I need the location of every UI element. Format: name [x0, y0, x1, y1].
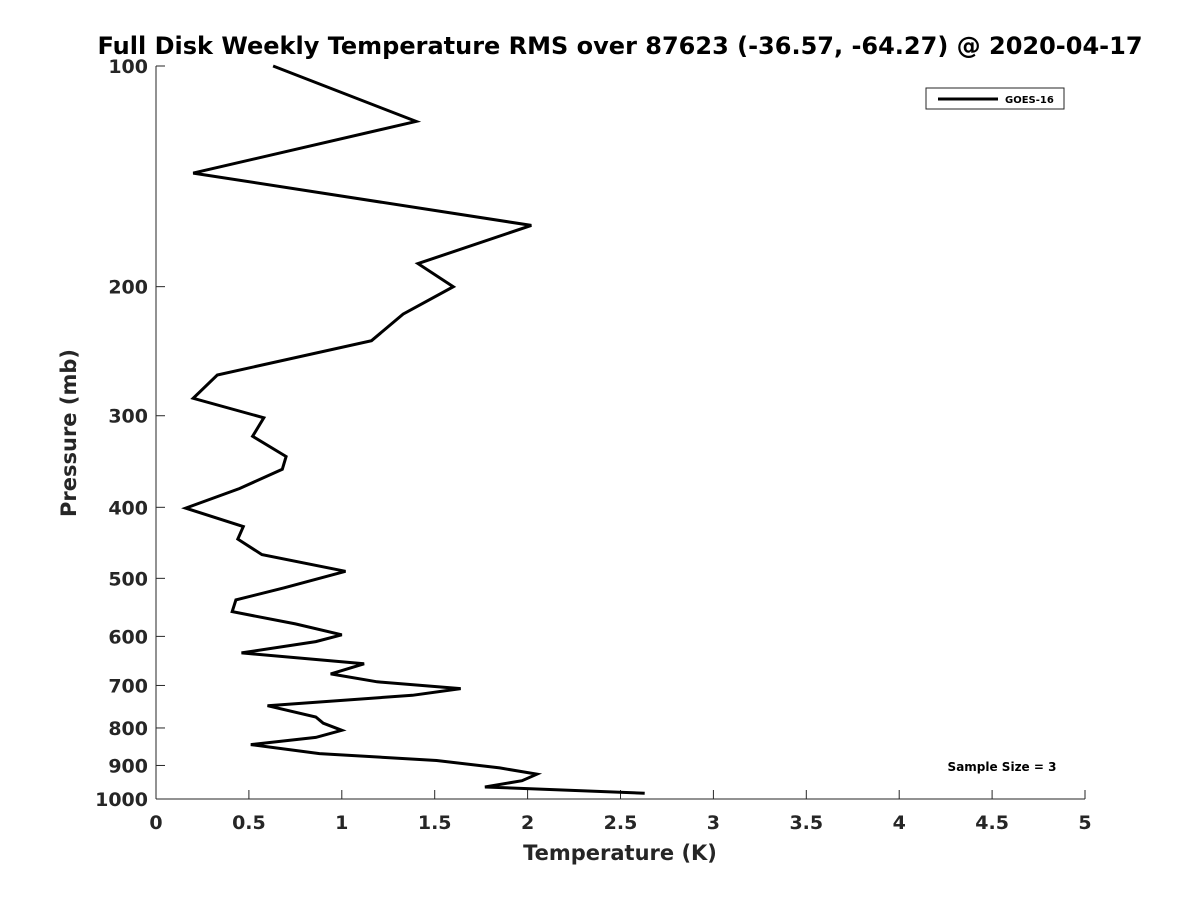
legend: GOES-16 — [925, 87, 1065, 110]
y-tick-label: 100 — [108, 56, 148, 78]
x-tick-label: 2.5 — [604, 812, 638, 834]
x-ticks: 0 0.5 1 1.5 2 2.5 3 3.5 4 4.5 5 — [149, 790, 1092, 834]
x-tick-label: 3.5 — [789, 812, 823, 834]
y-tick-label: 1000 — [95, 789, 148, 811]
x-tick-label: 0.5 — [232, 812, 266, 834]
legend-entry: GOES-16 — [1005, 95, 1054, 106]
x-tick-label: 1 — [335, 812, 348, 834]
axes: 0 0.5 1 1.5 2 2.5 3 3.5 4 4.5 5 100 200 300 400 500 600… — [95, 56, 1092, 834]
y-tick-label: 200 — [108, 277, 148, 299]
series-line-goes-16 — [181, 64, 645, 795]
y-tick-label: 700 — [108, 675, 148, 697]
y-ticks: 100 200 300 400 500 600 700 800 900 1000 — [95, 56, 165, 811]
x-tick-label: 4.5 — [975, 812, 1009, 834]
x-tick-label: 1.5 — [418, 812, 452, 834]
chart-title: Full Disk Weekly Temperature RMS over 87… — [97, 32, 1142, 60]
y-tick-label: 500 — [108, 568, 148, 590]
x-tick-label: 2 — [521, 812, 534, 834]
y-tick-label: 300 — [108, 406, 148, 428]
y-axis-label: Pressure (mb) — [57, 349, 81, 517]
x-tick-label: 0 — [149, 812, 162, 834]
y-tick-label: 800 — [108, 718, 148, 740]
y-tick-label: 400 — [108, 497, 148, 519]
y-tick-label: 900 — [108, 755, 148, 777]
y-tick-label: 600 — [108, 626, 148, 648]
series-layer — [181, 64, 645, 795]
x-axis-label: Temperature (K) — [523, 841, 717, 865]
x-tick-label: 5 — [1078, 812, 1091, 834]
x-tick-label: 3 — [707, 812, 720, 834]
sample-size-annotation: Sample Size = 3 — [948, 760, 1057, 774]
x-tick-label: 4 — [893, 812, 906, 834]
